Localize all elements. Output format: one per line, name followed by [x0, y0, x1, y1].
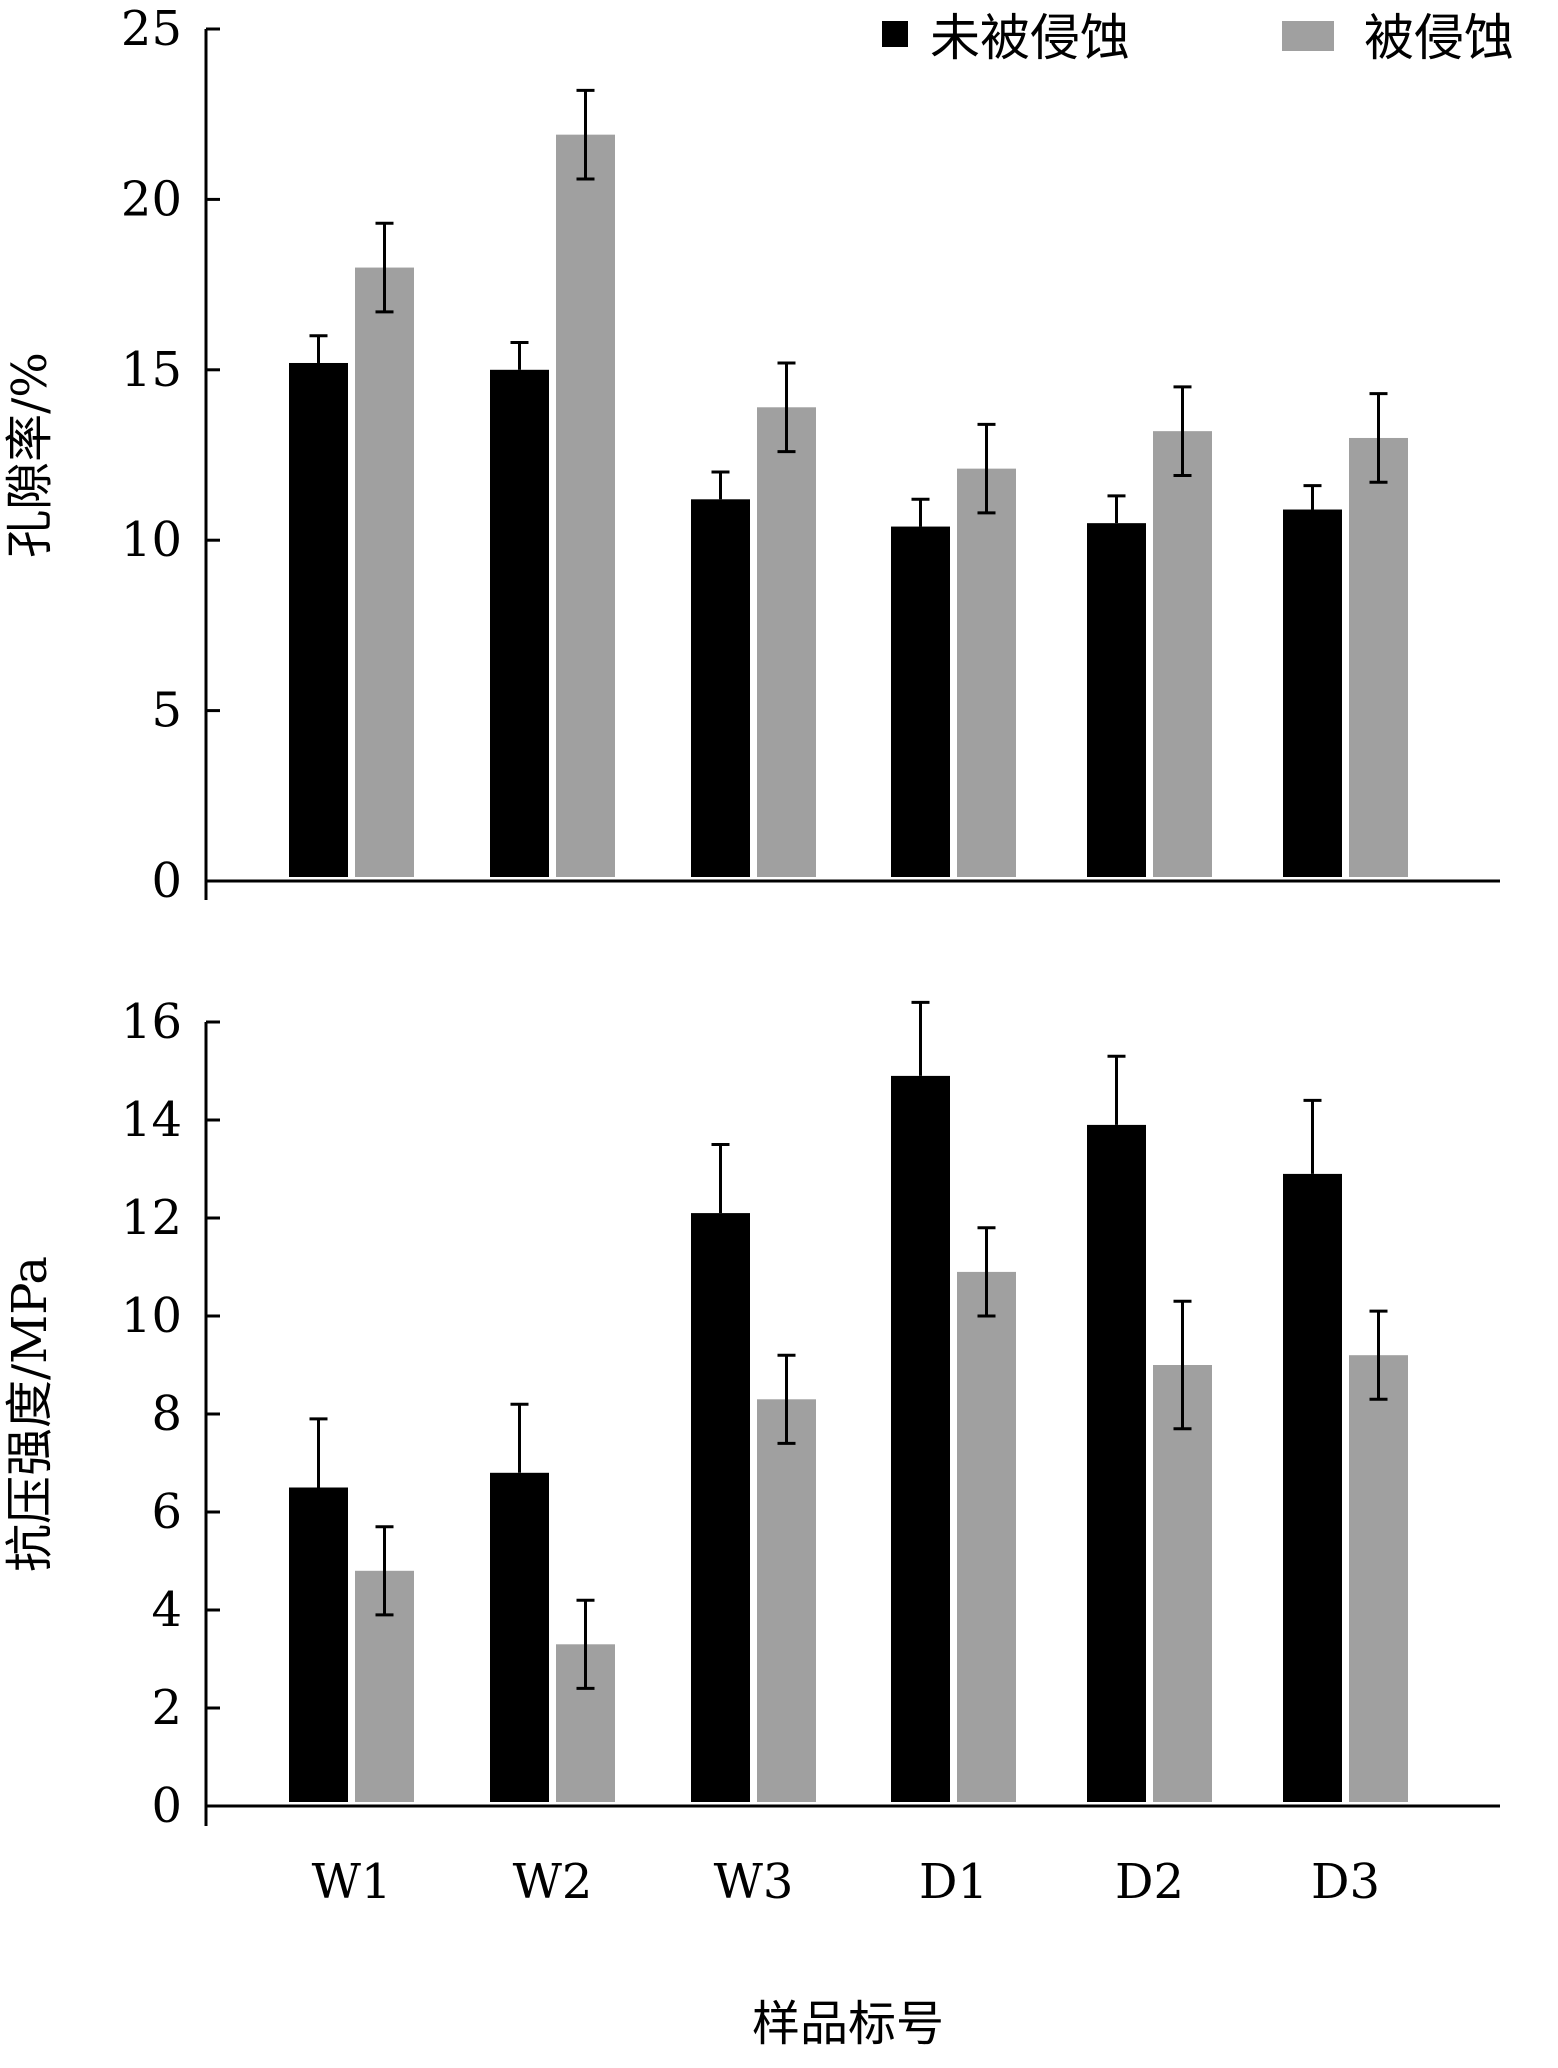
bar-w3-uneroded: [691, 1213, 750, 1802]
x-axis-title: 样品标号: [752, 1996, 944, 2052]
x-tick-label: W1: [312, 1854, 392, 1910]
bar-d2-eroded: [1153, 431, 1212, 877]
bar-w1-uneroded: [289, 1487, 348, 1802]
bar-d2-uneroded: [1087, 1124, 1146, 1802]
porosity-chart: 0 5 10 15 20 25 孔隙率/%: [2, 1, 1500, 909]
x-tick-label: W3: [714, 1854, 794, 1910]
x-tick-label: W2: [513, 1854, 593, 1910]
legend-swatch-uneroded: [882, 21, 908, 47]
bar-d2-uneroded: [1087, 523, 1146, 877]
bar-d1-eroded: [957, 1271, 1016, 1802]
legend-label-uneroded: 未被侵蚀: [930, 9, 1130, 67]
bar-d3-eroded: [1349, 1355, 1408, 1802]
y-tick-label: 12: [121, 1190, 182, 1246]
y-tick-label: 2: [151, 1680, 182, 1736]
bar-d3-uneroded: [1283, 509, 1342, 877]
y-tick-label: 6: [151, 1484, 182, 1540]
y-axis-title: 孔隙率/%: [2, 352, 58, 558]
y-tick-label: 10: [121, 1288, 182, 1344]
bar-d3-eroded: [1349, 437, 1408, 877]
x-tick-label: D2: [1115, 1854, 1184, 1910]
y-tick-label: 14: [121, 1092, 182, 1148]
bar-d2-eroded: [1153, 1365, 1212, 1802]
y-axis-title: 抗压强度/MPa: [2, 1256, 58, 1572]
bar-w2-uneroded: [490, 369, 549, 877]
y-tick-label: 5: [151, 683, 182, 739]
bar-w1-uneroded: [289, 362, 348, 877]
legend-swatch-eroded: [1282, 21, 1334, 51]
bar-w2-uneroded: [490, 1472, 549, 1802]
legend-label-eroded: 被侵蚀: [1364, 9, 1514, 67]
y-tick-label: 8: [151, 1386, 182, 1442]
y-tick-label: 0: [151, 1778, 182, 1834]
bar-w1-eroded: [355, 267, 414, 877]
bar-d1-uneroded: [891, 1075, 950, 1802]
legend: 未被侵蚀 被侵蚀: [882, 9, 1514, 67]
bar-w3-uneroded: [691, 499, 750, 877]
bar-w2-eroded: [556, 134, 615, 877]
y-tick-label: 20: [121, 171, 182, 227]
compressive-strength-chart: 0 2 4 6 8 10 12 14 16 抗压强度/MPa W1 W2 W3 D1 D2 D3: [2, 994, 1500, 1910]
y-tick-label: 0: [151, 853, 182, 909]
y-tick-label: 25: [121, 1, 182, 57]
x-tick-label: D3: [1311, 1854, 1380, 1910]
y-tick-label: 15: [121, 342, 182, 398]
y-tick-label: 10: [121, 512, 182, 568]
bar-d1-eroded: [957, 468, 1016, 877]
bar-w3-eroded: [757, 1399, 816, 1802]
x-tick-label: D1: [919, 1854, 988, 1910]
y-tick-label: 16: [121, 994, 182, 1050]
bar-d1-uneroded: [891, 526, 950, 877]
bar-w3-eroded: [757, 407, 816, 877]
y-tick-label: 4: [151, 1582, 182, 1638]
bar-d3-uneroded: [1283, 1173, 1342, 1802]
